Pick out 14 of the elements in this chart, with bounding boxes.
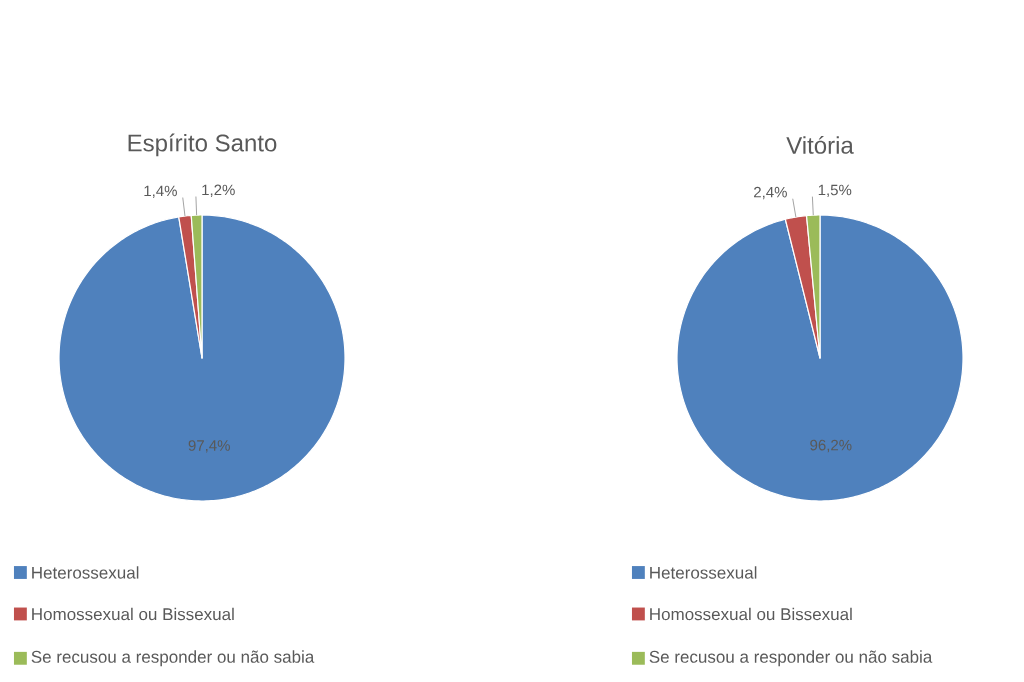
data-label: 1,4% (144, 185, 177, 198)
legend-label: Heterossexual (32, 566, 139, 579)
legend-label: Heterossexual (650, 566, 757, 579)
data-label: 2,4% (754, 186, 787, 200)
legend-label: Homossexual ou Bissexual (32, 607, 234, 621)
chart-title: Vitória (786, 135, 854, 154)
legend-label: Se recusou a responder ou não sabia (31, 650, 315, 667)
data-label: 97,4% (188, 440, 230, 453)
legend-label: Homossexual ou Bissexual (650, 607, 852, 621)
legend-label: Se recusou a responder ou não sabia (649, 650, 933, 667)
data-label: 1,5% (818, 184, 852, 198)
data-label: 1,2% (202, 184, 235, 197)
chart-title: Espírito Santo (128, 133, 277, 157)
data-label: 96,2% (810, 439, 852, 453)
